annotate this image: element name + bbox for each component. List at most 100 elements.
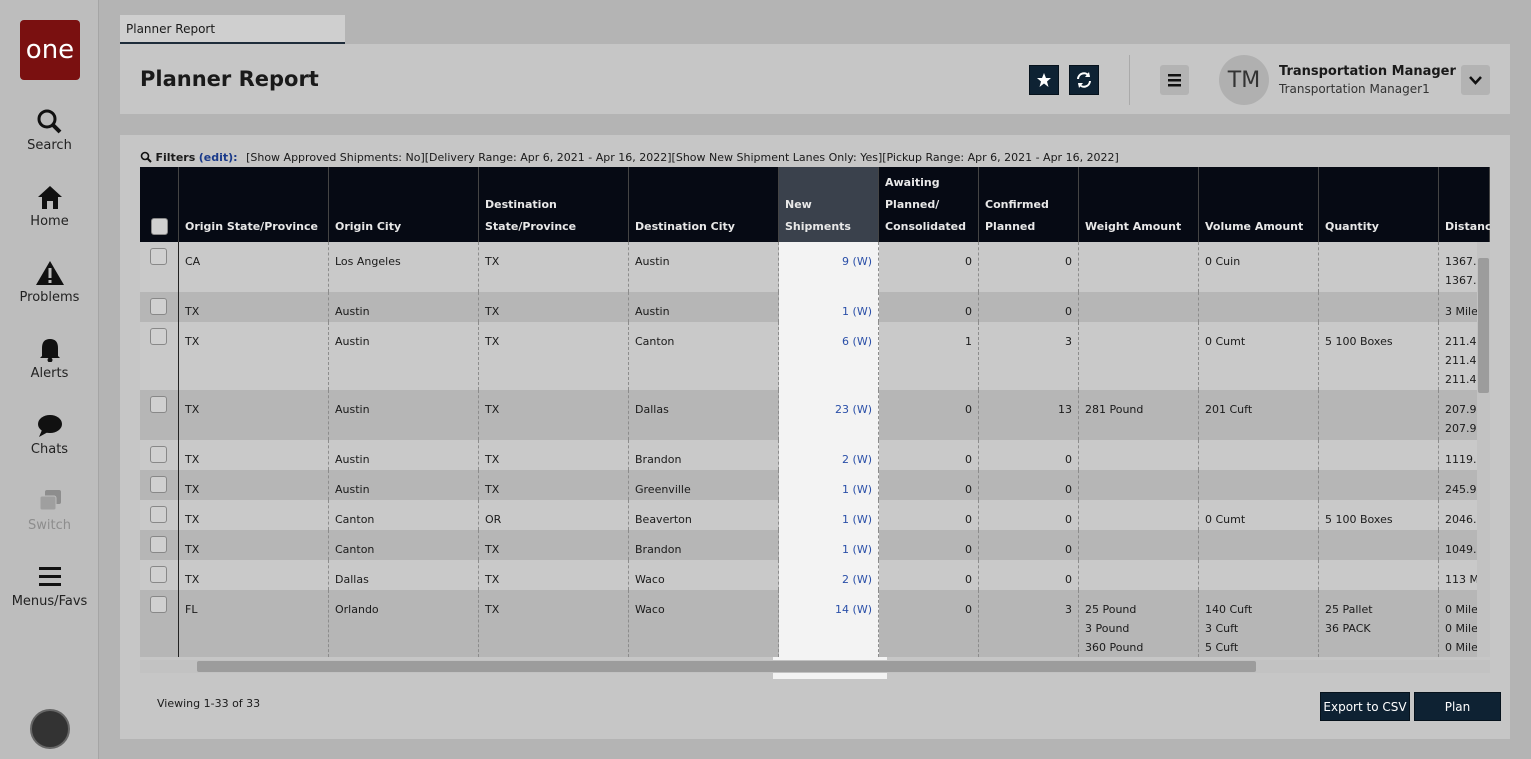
nav-label: Problems [19, 290, 80, 305]
row-checkbox[interactable] [150, 506, 167, 523]
row-checkbox[interactable] [150, 566, 167, 583]
shipment-link[interactable]: 2 (W) [842, 453, 872, 466]
shipment-link[interactable]: 6 (W) [842, 335, 872, 348]
row-checkbox[interactable] [150, 596, 167, 613]
table-cell [1079, 500, 1199, 530]
table-cell: Austin [329, 390, 479, 440]
nav-alerts[interactable]: Alerts [0, 336, 99, 381]
menu-button[interactable] [1160, 65, 1189, 95]
filters-edit[interactable]: (edit): [198, 151, 238, 164]
row-checkbox[interactable] [150, 248, 167, 265]
logo[interactable]: one [20, 20, 80, 80]
row-checkbox[interactable] [150, 298, 167, 315]
shipment-link[interactable]: 1 (W) [842, 513, 872, 526]
nav-search[interactable]: Search [0, 108, 99, 153]
table-cell: 140 Cuft 3 Cuft 5 Cuft [1199, 590, 1319, 657]
column-header[interactable]: Distance [1439, 167, 1490, 242]
shipment-link[interactable]: 1 (W) [842, 305, 872, 318]
cell-text: Austin [335, 403, 370, 416]
table-cell: 0 [879, 470, 979, 500]
cell-text: TX [485, 573, 500, 586]
table-cell: 0 [879, 440, 979, 470]
row-checkbox[interactable] [150, 536, 167, 553]
cell-text: 211.4 [1445, 373, 1477, 386]
cell-text: 211.4 [1445, 354, 1477, 367]
select-all[interactable] [151, 218, 168, 235]
cell-text: 281 Pound [1085, 403, 1144, 416]
shipment-link[interactable]: 23 (W) [835, 403, 872, 416]
user-avatar[interactable] [30, 709, 70, 749]
table-cell: 0 [879, 530, 979, 560]
filters-text: [Show Approved Shipments: No][Delivery R… [246, 151, 1119, 164]
table-cell [1079, 242, 1199, 292]
cell-text: 1119. [1445, 453, 1477, 466]
cell-text: 207.9 [1445, 403, 1477, 416]
column-header[interactable]: Volume Amount [1199, 167, 1319, 242]
table-cell: 0 [879, 560, 979, 590]
page-title: Planner Report [140, 67, 319, 91]
plan-button[interactable]: Plan [1414, 692, 1501, 721]
shipment-link[interactable]: 1 (W) [842, 543, 872, 556]
column-header[interactable]: Confirmed Planned [979, 167, 1079, 242]
table-cell [1319, 470, 1439, 500]
shipment-link[interactable]: 1 (W) [842, 483, 872, 496]
table-cell: 13 [979, 390, 1079, 440]
scroll-thumb[interactable] [1478, 258, 1489, 393]
table-cell: Orlando [329, 590, 479, 657]
user-dropdown[interactable] [1461, 65, 1490, 95]
nav-menus[interactable]: Menus/Favs [0, 564, 99, 609]
nav-problems[interactable]: Problems [0, 260, 99, 305]
refresh-button[interactable] [1069, 65, 1099, 95]
row-checkbox[interactable] [150, 446, 167, 463]
shipment-link[interactable]: 14 (W) [835, 603, 872, 616]
column-header[interactable]: Destination City [629, 167, 779, 242]
table-cell [1079, 560, 1199, 590]
cell-text: 0 [965, 305, 972, 318]
column-header[interactable]: Origin City [329, 167, 479, 242]
table-cell: Austin [329, 322, 479, 390]
row-checkbox[interactable] [150, 396, 167, 413]
scroll-thumb[interactable] [197, 661, 1256, 672]
cell-text: 0 [1065, 573, 1072, 586]
cell-text: 0 [965, 543, 972, 556]
viewing-count: Viewing 1-33 of 33 [157, 697, 261, 710]
cell-text: 3 Cuft [1205, 622, 1239, 635]
cell-text: 0 [1065, 543, 1072, 556]
tab[interactable]: Planner Report [120, 15, 345, 44]
cell-text: TX [185, 483, 200, 496]
export-button[interactable]: Export to CSV [1320, 692, 1410, 721]
table-cell: 0 [879, 500, 979, 530]
column-header[interactable]: New Shipments [779, 167, 879, 242]
column-header[interactable]: Quantity [1319, 167, 1439, 242]
column-header[interactable]: Awaiting Planned/ Consolidated [879, 167, 979, 242]
cell-text: 0 [965, 513, 972, 526]
shipment-link[interactable]: 2 (W) [842, 573, 872, 586]
column-header[interactable]: Destination State/Province [479, 167, 629, 242]
table-cell [1079, 530, 1199, 560]
h-scrollbar[interactable] [140, 660, 1490, 673]
cell-text: 1367. [1445, 255, 1477, 268]
icon [37, 109, 61, 134]
table-cell: Brandon [629, 440, 779, 470]
row-checkbox[interactable] [150, 328, 167, 345]
table-cell: TX [479, 530, 629, 560]
row-checkbox[interactable] [150, 476, 167, 493]
table-cell: 0 [979, 500, 1079, 530]
nav-chats[interactable]: Chats [0, 412, 99, 457]
table-cell: Austin [629, 242, 779, 292]
cell-text: Beaverton [635, 513, 692, 526]
v-scrollbar[interactable] [1477, 242, 1490, 657]
favorite-button[interactable] [1029, 65, 1059, 95]
shipment-link[interactable]: 9 (W) [842, 255, 872, 268]
nav-label: Chats [30, 442, 69, 457]
user-initials[interactable]: TM [1219, 55, 1269, 105]
table-cell [1199, 292, 1319, 322]
cell-text: 0 [965, 403, 972, 416]
report-table: Origin State/Province Origin City Destinat… [140, 167, 1490, 657]
column-header[interactable]: Weight Amount [1079, 167, 1199, 242]
table-cell: TX [479, 292, 629, 322]
nav-home[interactable]: Home [0, 184, 99, 229]
column-header[interactable]: Origin State/Province [179, 167, 329, 242]
nav-switch[interactable]: Switch [0, 488, 99, 533]
